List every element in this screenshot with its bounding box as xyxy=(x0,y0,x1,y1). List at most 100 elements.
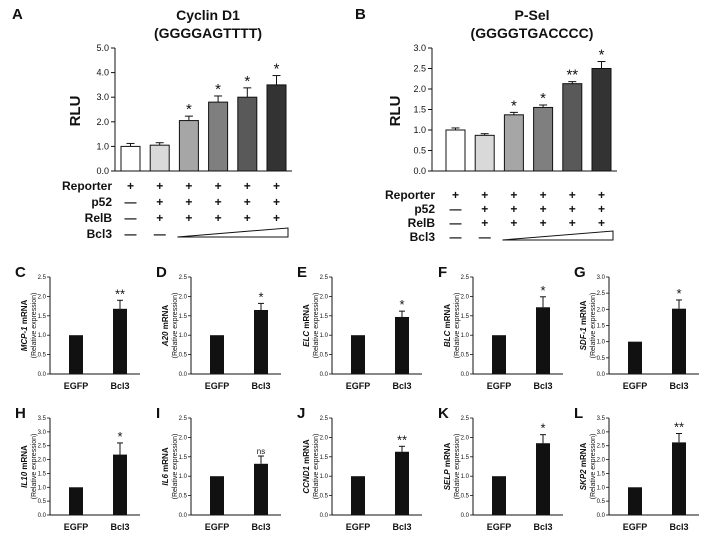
panel-a-mark: + xyxy=(244,211,251,225)
panel-i-category-bcl3: Bcl3 xyxy=(251,522,270,532)
panel-h-letter: H xyxy=(15,405,26,422)
panel-f-ytick-label: 2.5 xyxy=(461,275,470,281)
panel-c-category-bcl3: Bcl3 xyxy=(110,381,129,391)
panel-a-mark: + xyxy=(185,211,192,225)
panel-j-ytick-label: 1.5 xyxy=(320,455,329,461)
panel-h-ylabel: IL10 mRNA xyxy=(20,445,29,488)
panel-c-ylabel: MCP-1 mRNA xyxy=(20,300,29,352)
panel-c-category-egfp: EGFP xyxy=(64,381,89,391)
panel-a-mark: + xyxy=(273,211,280,225)
panel-b-ytick-label: 2.5 xyxy=(413,64,426,74)
panel-e-ytick-label: 0.5 xyxy=(320,353,329,359)
panel-b-ytick-label: 2.0 xyxy=(413,84,426,94)
panel-k-ylabel-suffix: mRNA xyxy=(443,442,452,469)
panel-b-mark: — xyxy=(450,216,462,230)
panels: A Cyclin D1 (GGGGAGTTTT) RLU 0.0 1.0 2.0 3.0 4.0… xyxy=(12,6,699,532)
panel-h-ytick-label: 3.0 xyxy=(38,430,47,436)
panel-e-ytick-label: 1.0 xyxy=(320,333,329,339)
panel-a-mark: + xyxy=(127,179,134,193)
panel-b-mark: + xyxy=(569,202,576,216)
panel-b-bar-6 xyxy=(591,68,612,172)
panel-a-mark: + xyxy=(185,195,192,209)
panel-b-mark: — xyxy=(450,230,462,244)
panel-l: L SKP2 mRNA (Relative expression) 0.0 0.5 1.0… xyxy=(574,405,699,532)
panel-i-ylabel-sub: (Relative expression) xyxy=(172,434,179,500)
panel-a-mark: — xyxy=(154,227,166,241)
panel-i-ytick-label: 1.5 xyxy=(179,455,188,461)
panel-h-significance: * xyxy=(117,429,122,444)
panel-e: E ELC mRNA (Relative expression) 0.0 0.5 1.0 1… xyxy=(297,264,422,391)
panel-g-letter: G xyxy=(574,264,586,281)
panel-c-ytick-label: 1.0 xyxy=(38,333,47,339)
panel-h-ylabel-sub: (Relative expression) xyxy=(31,434,38,500)
panel-b-row-label-bcl3: Bcl3 xyxy=(410,230,436,244)
panel-a-ylabel: RLU xyxy=(67,96,84,127)
panel-j-letter: J xyxy=(297,405,305,422)
panel-a-significance-5: * xyxy=(244,73,250,90)
panel-b-row-label-reporter: Reporter xyxy=(385,188,435,202)
panel-h-ytick-label: 2.5 xyxy=(38,444,47,450)
panel-i-category-egfp: EGFP xyxy=(205,522,230,532)
panel-i-ytick-label: 0.5 xyxy=(179,494,188,500)
panel-e-category-egfp: EGFP xyxy=(346,381,371,391)
panel-h-ytick-label: 0.5 xyxy=(38,499,47,505)
panel-c-significance: ** xyxy=(115,286,125,301)
panel-h: H IL10 mRNA (Relative expression) 0.0 0.5 1.0… xyxy=(15,405,140,532)
panel-b-mark: + xyxy=(598,202,605,216)
panel-a-bar-1 xyxy=(120,145,141,172)
panel-b: B P-Sel (GGGGTGACCCC) RLU 0.0 0.5 1.0 1.5 2.0 2.5… xyxy=(355,6,617,244)
panel-k-ylabel: SELP mRNA xyxy=(443,442,452,490)
panel-b-bar-1 xyxy=(445,129,466,172)
panel-b-mark: — xyxy=(450,202,462,216)
panel-a-mark: + xyxy=(215,211,222,225)
panel-i-ylabel-suffix: mRNA xyxy=(161,447,170,474)
panel-a-bar-6 xyxy=(266,84,287,172)
panel-c-bar-egfp xyxy=(69,335,83,374)
panel-a-title: Cyclin D1 xyxy=(176,7,240,23)
panel-e-significance: * xyxy=(399,297,404,312)
panel-b-bar-3 xyxy=(503,114,524,172)
panel-k-ytick-label: 1.5 xyxy=(461,455,470,461)
panel-a-mark: — xyxy=(125,227,137,241)
panel-b-significance-5: ** xyxy=(566,67,578,84)
panel-l-ylabel-suffix: mRNA xyxy=(579,442,588,469)
panel-b-significance-4: * xyxy=(540,90,546,107)
panel-b-mark: + xyxy=(510,202,517,216)
panel-l-ytick-label: 0.5 xyxy=(597,499,606,505)
panel-i-ylabel-gene: IL6 xyxy=(161,474,170,486)
panel-i-ytick-label: 0.0 xyxy=(179,513,188,519)
panel-k-category-bcl3: Bcl3 xyxy=(533,522,552,532)
panel-a-bcl3-wedge xyxy=(177,227,289,238)
panel-b-mark: + xyxy=(569,216,576,230)
panel-h-category-egfp: EGFP xyxy=(64,522,89,532)
panel-g-ytick-label: 3.0 xyxy=(597,275,606,281)
panel-h-ylabel-suffix: mRNA xyxy=(20,445,29,472)
panel-j-ytick-label: 0.0 xyxy=(320,513,329,519)
panel-f-ylabel-gene: BLC xyxy=(443,330,452,347)
panel-f-ylabel-sub: (Relative expression) xyxy=(454,293,461,359)
panel-a-significance-6: * xyxy=(274,61,280,78)
panel-f-ylabel: BLC mRNA xyxy=(443,304,452,347)
panel-g-bar-bcl3 xyxy=(672,308,686,374)
panel-k-bar-egfp xyxy=(492,476,506,515)
panel-f-ytick-label: 0.5 xyxy=(461,353,470,359)
panel-b-bar-5 xyxy=(562,83,583,172)
panel-a-bar-3 xyxy=(178,120,199,172)
panel-k-category-egfp: EGFP xyxy=(487,522,512,532)
panel-a-mark: + xyxy=(273,195,280,209)
panel-j-ylabel: CCND1 mRNA xyxy=(302,439,311,493)
panel-h-ytick-label: 3.5 xyxy=(38,416,47,422)
panel-c-ytick-label: 0.0 xyxy=(38,372,47,378)
panel-k-significance: * xyxy=(540,421,545,436)
panel-a-row-label-relb: RelB xyxy=(85,211,113,225)
panel-l-letter: L xyxy=(574,405,583,422)
panel-h-bar-bcl3 xyxy=(113,454,127,515)
panel-c-bar-bcl3 xyxy=(113,308,127,374)
panel-b-bcl3-wedge xyxy=(502,230,614,241)
panel-k-ytick-label: 0.0 xyxy=(461,513,470,519)
panel-a-ytick-label: 4.0 xyxy=(96,68,109,78)
panel-a-mark: + xyxy=(244,195,251,209)
panel-l-ytick-label: 0.0 xyxy=(597,513,606,519)
panel-g-ytick-label: 1.0 xyxy=(597,340,606,346)
panel-h-ytick-label: 1.5 xyxy=(38,471,47,477)
